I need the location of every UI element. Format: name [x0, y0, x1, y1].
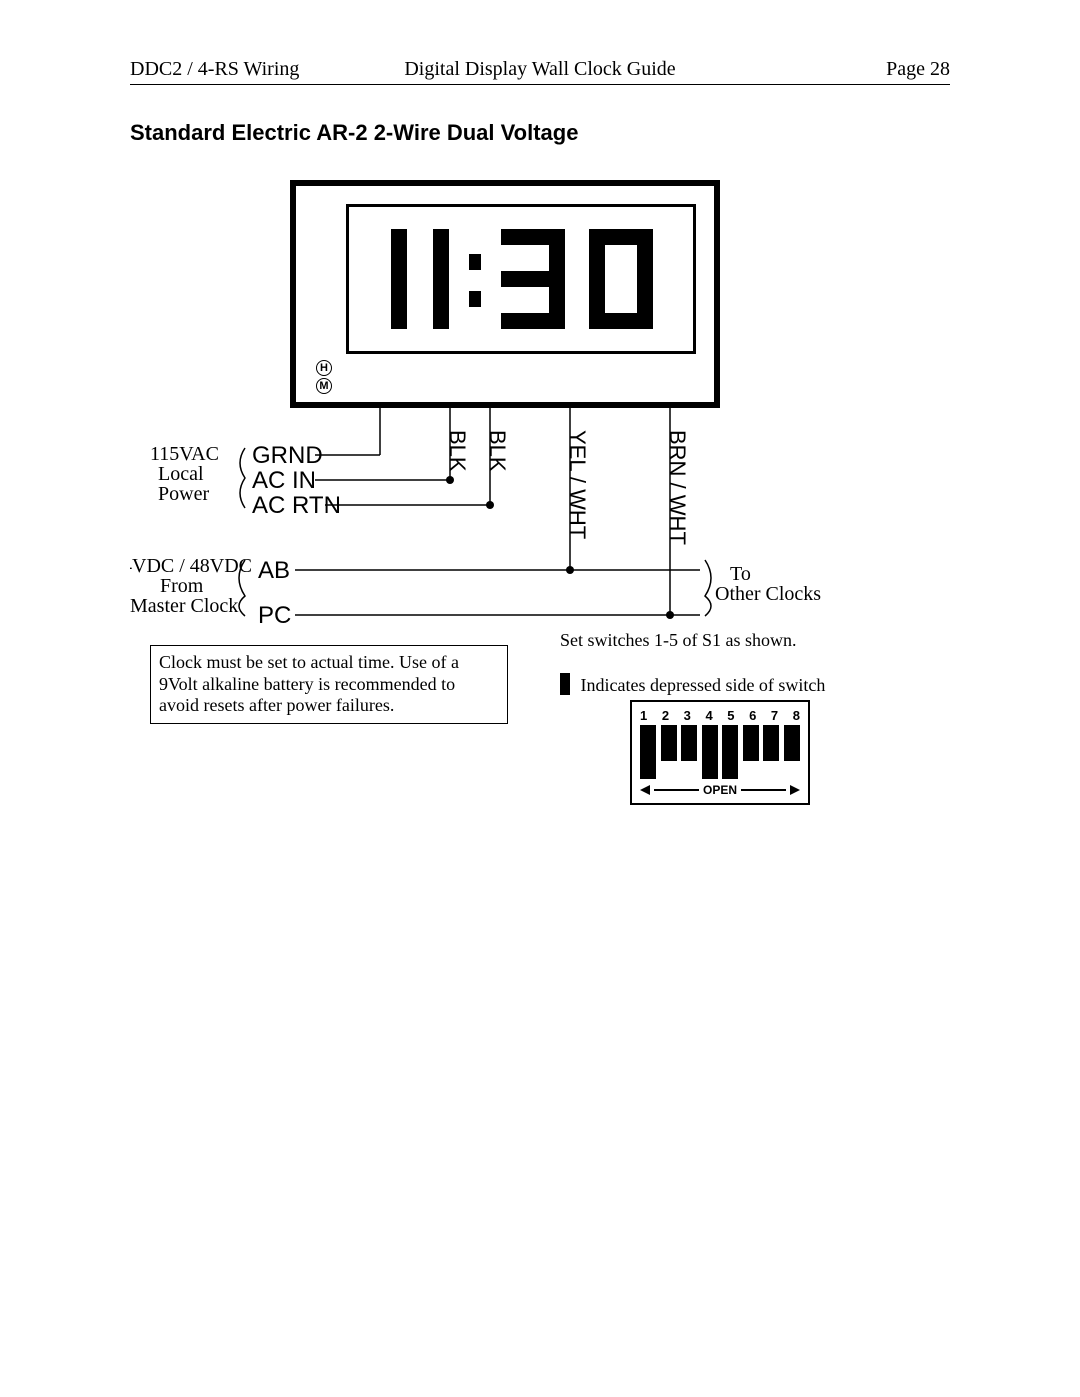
dip-num: 5: [727, 708, 734, 723]
power-l2: Local: [158, 463, 204, 485]
power-l1: 115VAC: [150, 443, 219, 465]
dip-sw-8: [784, 725, 800, 779]
h-button-label: H: [316, 360, 332, 376]
dip-sw-3: [681, 725, 697, 779]
to-other-1: To: [730, 563, 751, 585]
dip-sw-1: [640, 725, 656, 779]
indicator-text: Indicates depressed side of switch: [581, 675, 826, 695]
dip-sw-2: [661, 725, 677, 779]
to-other-2: Other Clocks: [715, 583, 821, 605]
header-rule: [130, 84, 950, 85]
header-center: Digital Display Wall Clock Guide: [130, 58, 950, 81]
clock-display: [346, 204, 696, 354]
dip-num: 2: [662, 708, 669, 723]
dip-num: 4: [705, 708, 712, 723]
depressed-square-icon: [560, 673, 570, 695]
arrow-right-icon: [790, 785, 800, 795]
indicator-legend: Indicates depressed side of switch: [560, 673, 860, 696]
wire-label-yelwht: YEL / WHT: [565, 430, 590, 539]
sig-grnd: GRND: [252, 442, 323, 469]
dip-switch-row: [640, 725, 800, 779]
dip-sw-5: [722, 725, 738, 779]
mc-l1: 24VDC / 48VDC: [130, 555, 252, 577]
mc-l3: Master Clock: [130, 595, 238, 617]
arrow-left-icon: [640, 785, 650, 795]
dip-sw-7: [763, 725, 779, 779]
dip-open-row: OPEN: [640, 783, 800, 797]
clock-time: [361, 219, 681, 339]
power-l3: Power: [158, 483, 209, 505]
dip-num: 7: [771, 708, 778, 723]
sig-ab: AB: [258, 557, 290, 584]
mc-l2: From: [160, 575, 204, 597]
dip-num: 6: [749, 708, 756, 723]
clock-bezel: H M: [290, 180, 720, 408]
dip-num: 1: [640, 708, 647, 723]
wire-label-blk1: BLK: [445, 430, 470, 472]
page-title: Standard Electric AR-2 2-Wire Dual Volta…: [130, 120, 578, 146]
dip-num: 8: [793, 708, 800, 723]
set-switch-text: Set switches 1-5 of S1 as shown.: [560, 630, 860, 651]
dip-open-label: OPEN: [703, 783, 737, 797]
dip-sw-6: [743, 725, 759, 779]
wire-label-brnwht: BRN / WHT: [665, 430, 690, 545]
sig-acin: AC IN: [252, 467, 316, 494]
dip-numbers: 1 2 3 4 5 6 7 8: [640, 708, 800, 723]
wire-label-blk2: BLK: [485, 430, 510, 472]
header-right: Page 28: [886, 58, 950, 81]
m-button-label: M: [316, 378, 332, 394]
wiring-diagram: H M: [130, 180, 980, 830]
dip-num: 3: [684, 708, 691, 723]
dip-sw-4: [702, 725, 718, 779]
note-box: Clock must be set to actual time. Use of…: [150, 645, 508, 724]
sig-acrtn: AC RTN: [252, 492, 341, 519]
sig-pc: PC: [258, 602, 291, 629]
dip-switch-s1: 1 2 3 4 5 6 7 8 OP: [630, 700, 810, 805]
switch-instructions: Set switches 1-5 of S1 as shown. Indicat…: [560, 630, 860, 696]
